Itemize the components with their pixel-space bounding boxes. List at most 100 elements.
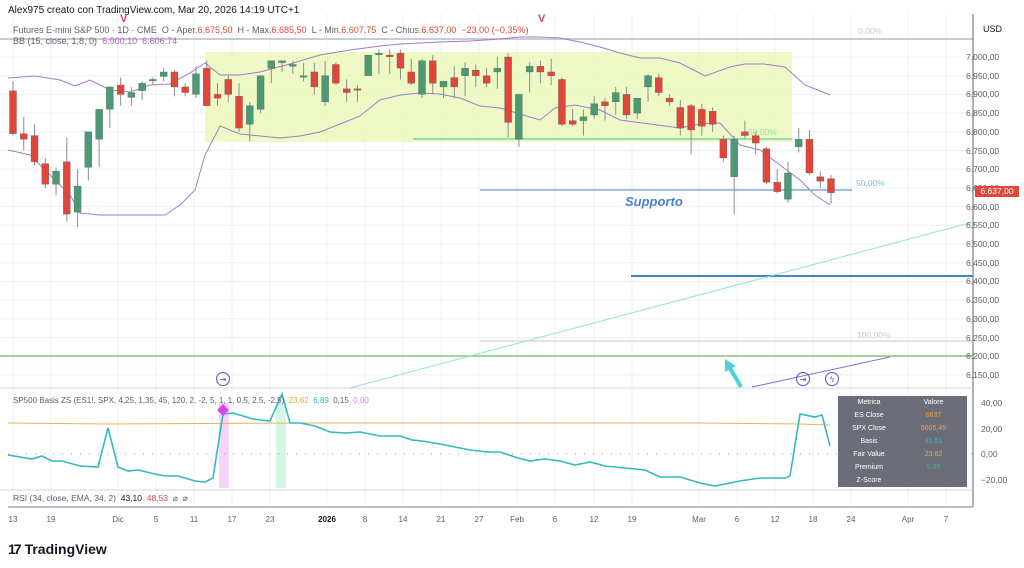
fib-100-label: 100,00% [857,330,891,340]
table-row: SPX Close 6605.49 [852,425,947,432]
candle [644,75,652,88]
signal-highlight [219,403,229,488]
low-value: 6.607,75 [341,25,377,35]
candle [504,56,512,123]
time-axis-tick: 5 [153,515,159,524]
candle [203,68,211,106]
candle [601,101,609,106]
arrow-up-icon[interactable] [725,359,743,389]
candle [41,163,49,185]
candle [558,79,566,125]
candle [719,139,728,159]
candle [256,75,265,110]
candle [246,105,254,125]
table-row: Fair Value 23.62 [853,451,943,458]
candle [569,120,577,125]
candle [525,66,534,73]
ind-axis-tick: 20,00 [981,424,1003,434]
candle [827,178,835,193]
time-axis-tick: Apr [901,515,915,524]
candle [429,60,437,84]
tradingview-logo: 17 TradingView [8,541,107,557]
candle [752,135,760,144]
candle [590,103,598,116]
price-axis-tick: 6.850,00 [966,108,1000,119]
time-axis-tick: Dic [112,515,124,524]
candle [396,53,405,69]
table-row: Premium 6.89 [854,464,941,471]
lightning-alert-icon[interactable]: ϟ [825,372,839,386]
candle [224,79,232,95]
candle [450,77,458,88]
trend-line[interactable] [349,221,974,389]
trend-line-purple[interactable] [751,356,891,388]
price-axis-tick: 6.750,00 [966,145,1000,156]
candle [439,81,448,88]
candle [63,161,71,215]
candle [612,92,620,103]
price-axis-tick: 6.900,00 [966,89,1000,100]
candle [321,75,329,103]
candle [364,54,372,76]
bb-upper-band [7,36,831,96]
candle [30,135,39,162]
bb-upper-value: 6.900,10 [102,36,138,46]
candle [20,133,28,140]
candle [289,64,297,67]
price-axis-tick: 7.000,00 [966,52,1000,62]
candle [472,69,480,76]
candle [418,60,426,95]
table-row: Basis 31.51 [860,438,943,445]
ind-axis-tick: 0,00 [981,449,998,459]
candle [579,116,588,121]
candle [299,75,308,78]
price-axis-tick: 6.200,00 [966,351,1000,362]
candle [784,172,792,200]
support-label[interactable]: Supporto [625,194,683,209]
diamond-marker-icon[interactable] [217,404,229,416]
metrics-header: Metrica Valore [857,399,944,406]
price-axis-tick: 6.600,00 [966,201,1000,212]
metrics-table: Metrica Valore ES Close 6637 SPX Close 660… [838,396,967,487]
indicator-legend[interactable]: SP500 Basis ZS (ES1!, SPX, 4,25, 1,35, 4… [13,396,369,405]
candle [116,84,125,95]
bb-legend[interactable]: BB (15, close, 1,8, 0) 6.900,10 6.606,74 [13,36,178,46]
time-axis-tick: 2026 [318,515,336,524]
time-axis-tick: 17 [227,515,237,524]
table-row: Z-Score [856,477,882,484]
change-value: −23,00 (−0,35%) [461,25,529,35]
time-axis-tick: 21 [436,515,446,524]
candle [655,77,663,93]
open-value: 6.675,50 [197,25,233,35]
replay-icon[interactable]: ⇥ [796,372,810,386]
fib-green-label: 50,00% [748,127,777,137]
time-axis-tick: 12 [770,515,780,524]
ind-axis-tick: 40,00 [981,398,1003,408]
time-axis-tick: 11 [189,515,199,524]
candle [515,94,523,140]
price-axis-tick: 6.550,00 [966,220,1000,231]
candle [343,88,351,93]
candle [698,109,706,127]
price-axis-tick: 6.350,00 [966,295,1000,306]
candle [267,60,275,69]
candle [482,75,491,84]
candle [160,71,168,77]
close-value: 6.637,00 [421,25,457,35]
candle [730,139,738,177]
candle [278,60,286,63]
candle [353,88,362,91]
tradingview-logo-icon: 17 [8,541,22,557]
candle [386,54,394,57]
candle [493,68,501,73]
bb-lower-value: 6.606,74 [142,36,178,46]
time-axis-tick: 13 [8,515,18,524]
candle [9,90,17,134]
candle [310,71,319,88]
candlestick-series[interactable] [9,49,835,228]
symbol-legend[interactable]: Futures E-mini S&P 500 · 1D · CME O - Ap… [13,25,529,35]
fair-value-line [7,422,831,426]
rsi-legend[interactable]: RSI (34, close, EMA, 34, 2) 43,10 48,53 … [13,493,188,503]
replay-icon[interactable]: ⇥ [216,372,230,386]
